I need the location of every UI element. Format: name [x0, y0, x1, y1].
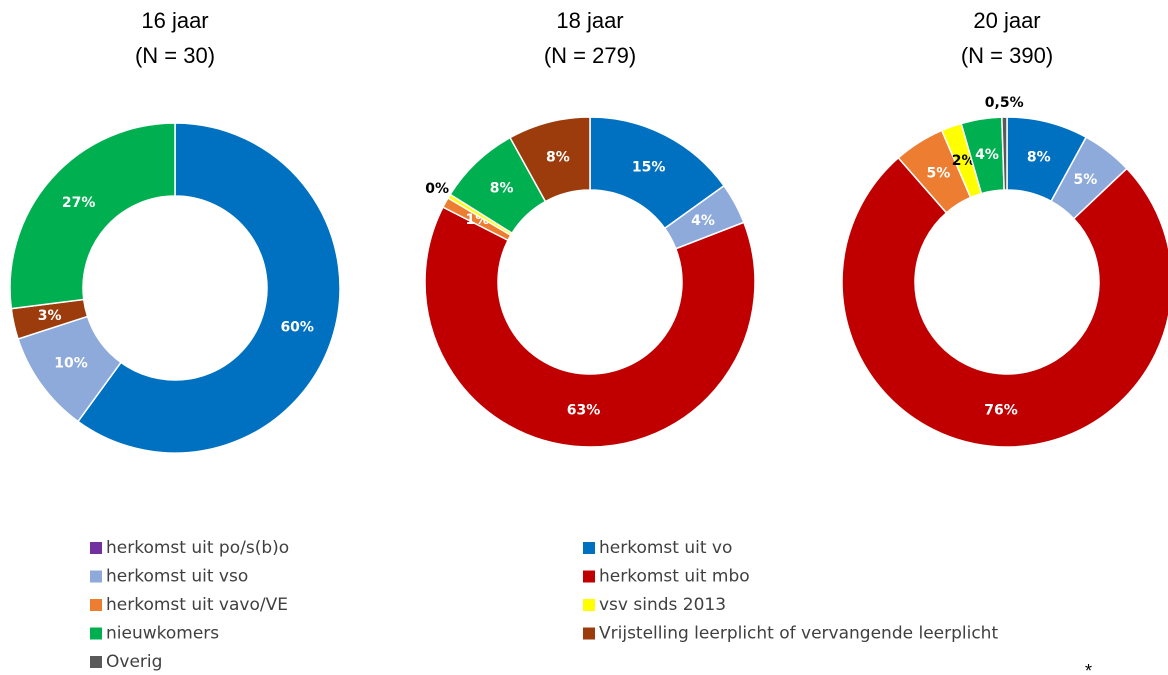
legend-label: herkomst uit vo — [599, 538, 732, 558]
legend-label: herkomst uit vso — [106, 567, 248, 587]
legend-swatch — [583, 570, 595, 583]
legend-label: Vrijstelling leerplicht of vervangende l… — [599, 624, 998, 644]
data-label: 4% — [691, 213, 715, 229]
legend-swatch — [90, 570, 102, 583]
legend-label: vsv sinds 2013 — [599, 595, 726, 615]
legend-label: herkomst uit po/s(b)o — [106, 538, 289, 558]
slice — [1001, 116, 1008, 191]
legend-swatch — [90, 542, 102, 554]
data-label: 3% — [38, 308, 62, 324]
data-label: 4% — [975, 147, 999, 163]
chart-subtitle: (N = 279) — [544, 43, 636, 68]
legend-swatch — [90, 656, 102, 668]
data-label: 15% — [632, 160, 666, 176]
data-label: 8% — [546, 150, 570, 166]
legend-label: Overig — [106, 652, 162, 672]
data-label: 2% — [952, 153, 976, 169]
legend-swatch — [583, 599, 595, 611]
data-label: 60% — [280, 320, 314, 336]
legend-swatch — [583, 542, 595, 554]
data-label: 27% — [62, 195, 96, 211]
slice — [424, 206, 756, 448]
chart-title: 18 jaar — [556, 8, 623, 33]
legend-swatch — [583, 627, 595, 640]
legend-label: nieuwkomers — [106, 624, 219, 644]
data-label: 10% — [54, 356, 88, 372]
data-label: 0% — [425, 181, 449, 197]
data-label: 8% — [1027, 149, 1051, 165]
footnote: * — [1085, 661, 1092, 675]
slice — [509, 116, 591, 203]
data-label: 63% — [567, 402, 601, 418]
legend-label: herkomst uit mbo — [599, 567, 750, 587]
chart-subtitle: (N = 390) — [961, 43, 1053, 68]
chart-title: 20 jaar — [973, 8, 1040, 33]
data-label: 8% — [490, 181, 514, 197]
chart-title: 16 jaar — [141, 8, 208, 33]
chart-subtitle: (N = 30) — [135, 43, 215, 68]
data-label: 5% — [1074, 172, 1098, 188]
slice — [76, 122, 341, 454]
data-label: 0,5% — [985, 95, 1024, 111]
slice — [9, 122, 176, 310]
data-label: 76% — [984, 402, 1018, 418]
legend-swatch — [90, 599, 102, 611]
data-label: 5% — [927, 165, 951, 181]
legend-swatch — [90, 627, 102, 640]
slice — [841, 156, 1168, 448]
legend-label: herkomst uit vavo/VE — [106, 595, 288, 615]
